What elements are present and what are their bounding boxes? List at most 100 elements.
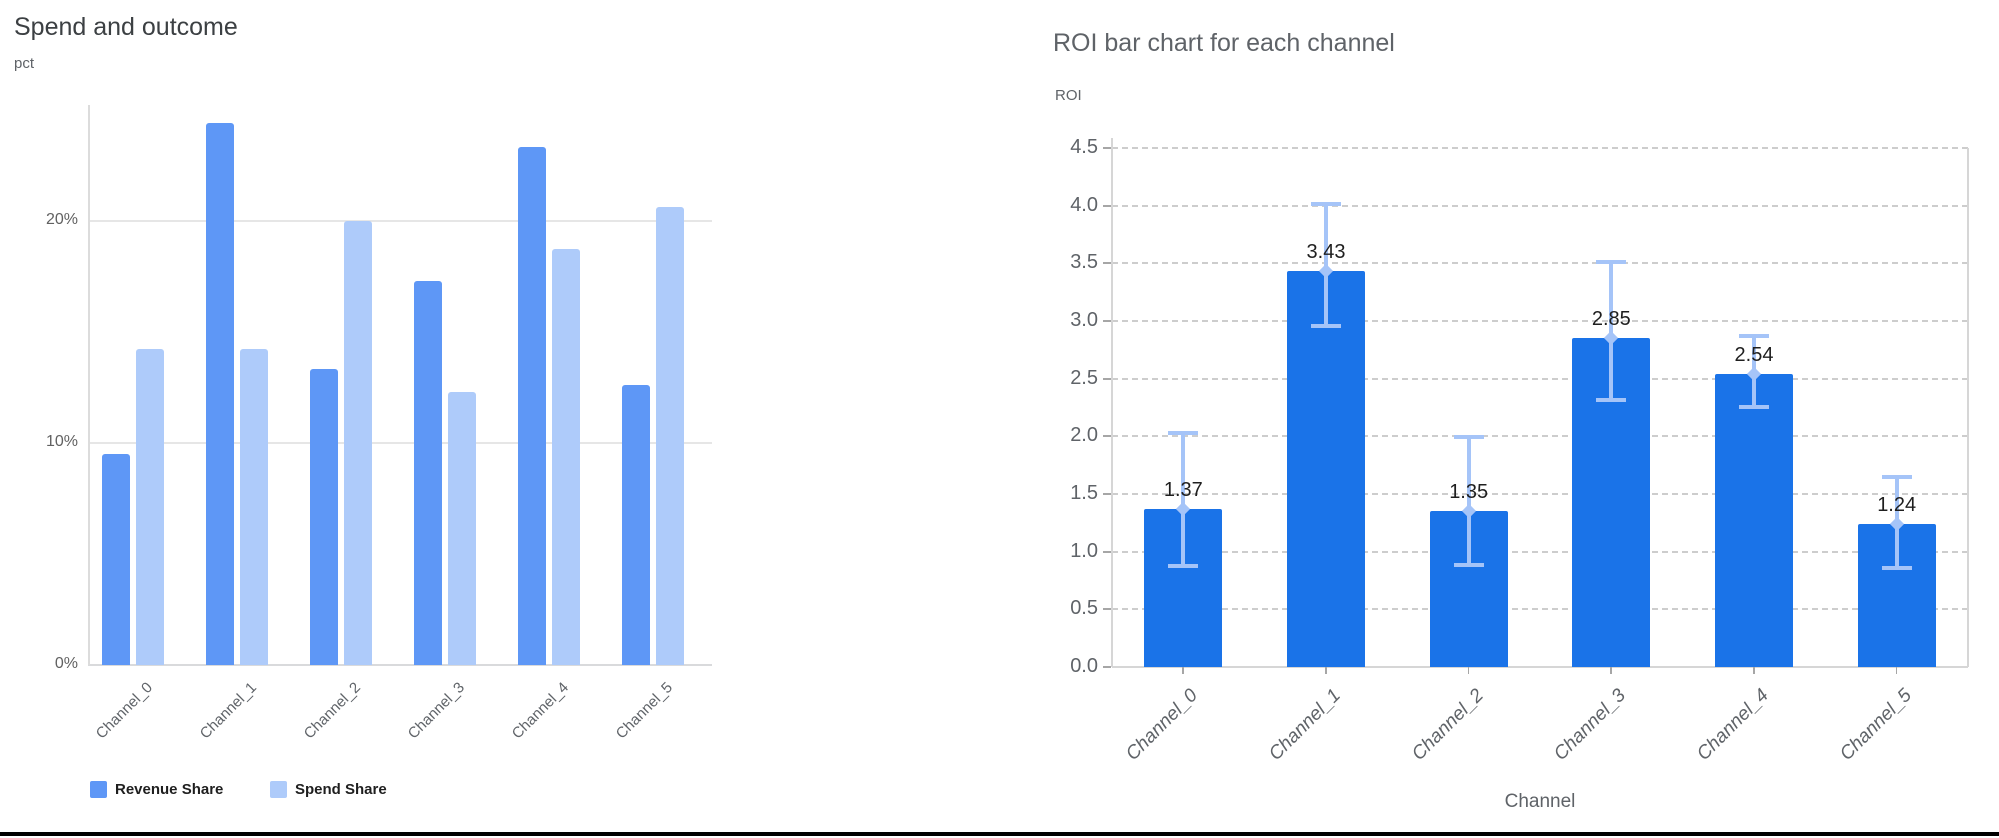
gridline [1112, 320, 1968, 322]
bar-revenue-share [310, 369, 338, 665]
right-spine-line [1967, 148, 1969, 667]
roi-bar [1715, 374, 1793, 667]
bar-revenue-share [622, 385, 650, 665]
y-tick-mark [1103, 493, 1111, 495]
x-tick-mark [1467, 667, 1470, 674]
x-tick-label: Channel_1 [196, 679, 261, 743]
x-tick-mark [1182, 667, 1184, 674]
bar-value-label: 1.37 [1163, 478, 1203, 501]
y-tick-label: 1.0 [1070, 539, 1098, 562]
error-bar-top-cap [1453, 435, 1484, 440]
y-tick-label: 3.5 [1070, 251, 1098, 274]
spend-outcome-chart: Spend and outcome pct 0% 10% 20% Channel_0 C… [0, 0, 820, 838]
x-tick-mark [1753, 667, 1755, 674]
bar-spend-share [448, 391, 476, 665]
x-tick-label: Channel_2 [1407, 685, 1488, 765]
error-bar-line [1181, 431, 1186, 567]
x-tick-label: Channel_0 [92, 679, 157, 743]
x-axis-line [88, 664, 712, 666]
bar-value-label: 1.24 [1877, 493, 1917, 516]
y-tick-mark [1103, 666, 1111, 668]
legend-item-spend-share: Spend Share [270, 781, 387, 798]
y-tick-label: 0.0 [1070, 655, 1098, 677]
y-tick-mark [1103, 377, 1111, 380]
x-tick-mark [1610, 667, 1612, 674]
error-bar-top-cap [1168, 430, 1199, 435]
x-axis-line [1112, 666, 1968, 668]
error-bar-top-cap [1311, 202, 1341, 207]
gridline [1112, 435, 1968, 438]
error-bar-line [1466, 436, 1471, 566]
error-bar-bottom-cap [1596, 397, 1627, 402]
y-axis-line [88, 105, 90, 665]
right-chart-title: ROI bar chart for each channel [1053, 29, 1395, 57]
bar-value-label: 2.54 [1734, 344, 1774, 367]
x-tick-label: Channel_4 [508, 679, 573, 743]
roi-bar [1287, 271, 1365, 667]
y-tick-label: 0% [54, 655, 78, 672]
bar-revenue-share [206, 122, 234, 665]
revenue-share-legend-label: Revenue Share [115, 781, 224, 798]
error-bar-bottom-cap [1881, 565, 1912, 570]
error-bar-line [1609, 261, 1614, 401]
left-y-axis-unit-label: pct [14, 55, 35, 72]
gridline [88, 219, 712, 222]
y-tick-mark [1103, 608, 1111, 611]
error-bar-bottom-cap [1168, 563, 1199, 568]
x-tick-label: Channel_0 [1122, 685, 1203, 765]
y-tick-label: 1.5 [1070, 482, 1098, 504]
bar-value-label: 2.85 [1591, 308, 1631, 331]
gridline [1112, 377, 1968, 380]
bottom-border-rule [0, 832, 1999, 836]
x-tick-label: Channel_2 [300, 679, 365, 743]
error-bar-top-cap [1881, 474, 1912, 479]
y-tick-mark [1103, 320, 1111, 322]
bar-spend-share [656, 207, 684, 665]
x-axis-title: Channel [1504, 791, 1576, 812]
y-tick-mark [1103, 204, 1111, 207]
y-tick-label: 2.0 [1070, 424, 1098, 447]
bar-spend-share [240, 349, 268, 665]
y-tick-mark [1103, 262, 1111, 265]
spend-share-legend-label: Spend Share [295, 781, 387, 798]
gridline [1112, 262, 1968, 265]
gridline [88, 441, 712, 444]
error-bar-bottom-cap [1311, 323, 1341, 328]
x-tick-label: Channel_1 [1265, 685, 1345, 765]
y-tick-label: 4.5 [1070, 136, 1098, 158]
roi-chart: ROI bar chart for each channel ROI 0.0 0.… [1040, 0, 1999, 838]
roi-plot-area: 0.0 0.5 1.0 1.5 2.0 2.5 3.0 3.5 4.0 4.5 1.37 Channe… [1070, 136, 1969, 765]
x-tick-label: Channel_5 [612, 679, 677, 743]
x-tick-mark [1325, 667, 1327, 674]
x-tick-mark [1895, 667, 1898, 674]
revenue-share-swatch [90, 781, 107, 798]
y-axis-line [1111, 138, 1113, 667]
bar-spend-share [344, 220, 372, 665]
bar-value-label: 3.43 [1306, 241, 1346, 264]
bar-spend-share [552, 249, 580, 665]
y-tick-label: 2.5 [1070, 366, 1098, 389]
error-bar-top-cap [1739, 333, 1769, 338]
y-tick-label: 4.0 [1070, 193, 1098, 216]
error-bar-bottom-cap [1739, 404, 1769, 409]
bar-revenue-share [102, 453, 130, 665]
gridline [1112, 204, 1968, 207]
y-tick-label: 10% [45, 432, 78, 450]
left-chart-title: Spend and outcome [14, 13, 238, 41]
y-tick-mark [1103, 550, 1111, 553]
left-plot-area: 0% 10% 20% Channel_0 Channel_1 Channel_2 Chann… [46, 105, 712, 742]
x-tick-label: Channel_3 [404, 679, 469, 743]
bar-value-label: 1.35 [1449, 481, 1489, 504]
x-tick-label: Channel_3 [1550, 685, 1631, 765]
gridline [1112, 550, 1968, 553]
legend-item-revenue-share: Revenue Share [90, 781, 223, 798]
x-tick-label: Channel_4 [1693, 685, 1773, 765]
right-y-axis-unit-label: ROI [1055, 87, 1082, 104]
error-bar-top-cap [1596, 260, 1627, 265]
y-tick-mark [1103, 147, 1111, 149]
gridline [1112, 493, 1968, 495]
y-tick-label: 0.5 [1070, 597, 1098, 620]
gridline [1112, 147, 1968, 149]
y-tick-mark [1103, 435, 1111, 438]
